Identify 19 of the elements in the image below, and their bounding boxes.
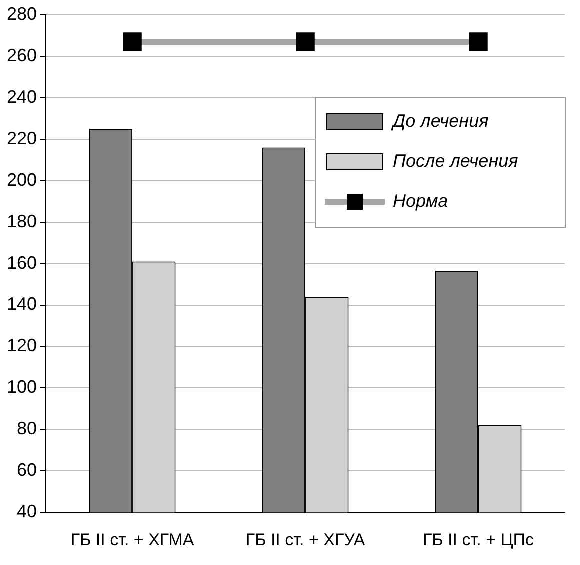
- y-tick-label: 180: [6, 211, 38, 232]
- y-tick-label: 260: [6, 45, 38, 66]
- y-tick-label: 80: [17, 418, 38, 439]
- y-tick-label: 100: [6, 377, 38, 398]
- legend-label: После лечения: [393, 151, 519, 171]
- legend-label: До лечения: [391, 111, 490, 131]
- x-tick-label: ГБ II ст. + ЦПс: [422, 530, 535, 550]
- x-tick-label: ГБ II ст. + ХГУА: [246, 530, 366, 550]
- y-tick-label: 200: [6, 170, 38, 190]
- y-tick-label: 160: [6, 252, 38, 273]
- y-tick-label: 220: [6, 128, 38, 148]
- legend-label: Норма: [393, 191, 448, 211]
- x-tick-label: ГБ II ст. + ХГМА: [70, 530, 195, 550]
- y-tick-label: 240: [6, 86, 38, 107]
- y-tick-label: 120: [6, 336, 38, 356]
- y-tick-label: 280: [6, 4, 38, 24]
- y-tick-label: 140: [6, 294, 38, 314]
- y-tick-label: 60: [17, 460, 38, 480]
- y-tick-label: 40: [17, 502, 38, 522]
